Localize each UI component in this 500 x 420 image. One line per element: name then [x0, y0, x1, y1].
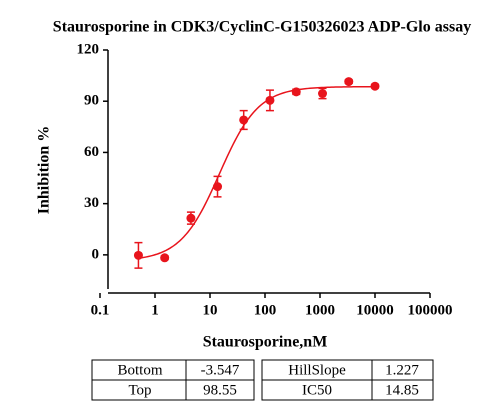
data-point [186, 213, 196, 223]
data-point [344, 77, 354, 87]
data-point [370, 81, 380, 91]
table-cell: IC50 [302, 382, 332, 398]
y-tick-label: 90 [84, 93, 99, 109]
fit-curve [138, 85, 375, 259]
table-cell: 14.85 [385, 382, 419, 398]
table-cell: Top [128, 382, 151, 398]
y-tick-label: 0 [92, 246, 100, 262]
table-cell: HillSlope [288, 362, 346, 378]
x-tick-label: 100 [254, 302, 277, 318]
x-tick-label: 10 [203, 302, 218, 318]
data-point [213, 182, 223, 192]
table-cell: 98.55 [203, 382, 237, 398]
data-point [318, 89, 328, 99]
data-point [239, 115, 249, 125]
x-tick-label: 100000 [408, 302, 453, 318]
table-cell: 1.227 [385, 362, 419, 378]
y-tick-label: 30 [84, 195, 99, 211]
table-cell: -3.547 [201, 362, 240, 378]
data-point [265, 95, 275, 105]
data-point [291, 87, 301, 97]
chart-title: Staurosporine in CDK3/CyclinC-G150326023… [53, 19, 471, 36]
table-cell: Bottom [117, 362, 162, 378]
data-point [133, 250, 143, 260]
x-axis-label: Staurosporine,nM [203, 334, 328, 351]
data-point [160, 253, 170, 263]
x-tick-label: 1 [151, 302, 159, 318]
table-frame [91, 359, 434, 401]
y-tick-label: 120 [77, 41, 100, 57]
y-axis-label: Inhibition % [36, 126, 53, 214]
x-tick-label: 1000 [305, 302, 335, 318]
x-tick-label: 0.1 [91, 302, 110, 318]
x-tick-label: 10000 [356, 302, 394, 318]
y-tick-label: 60 [84, 144, 99, 160]
